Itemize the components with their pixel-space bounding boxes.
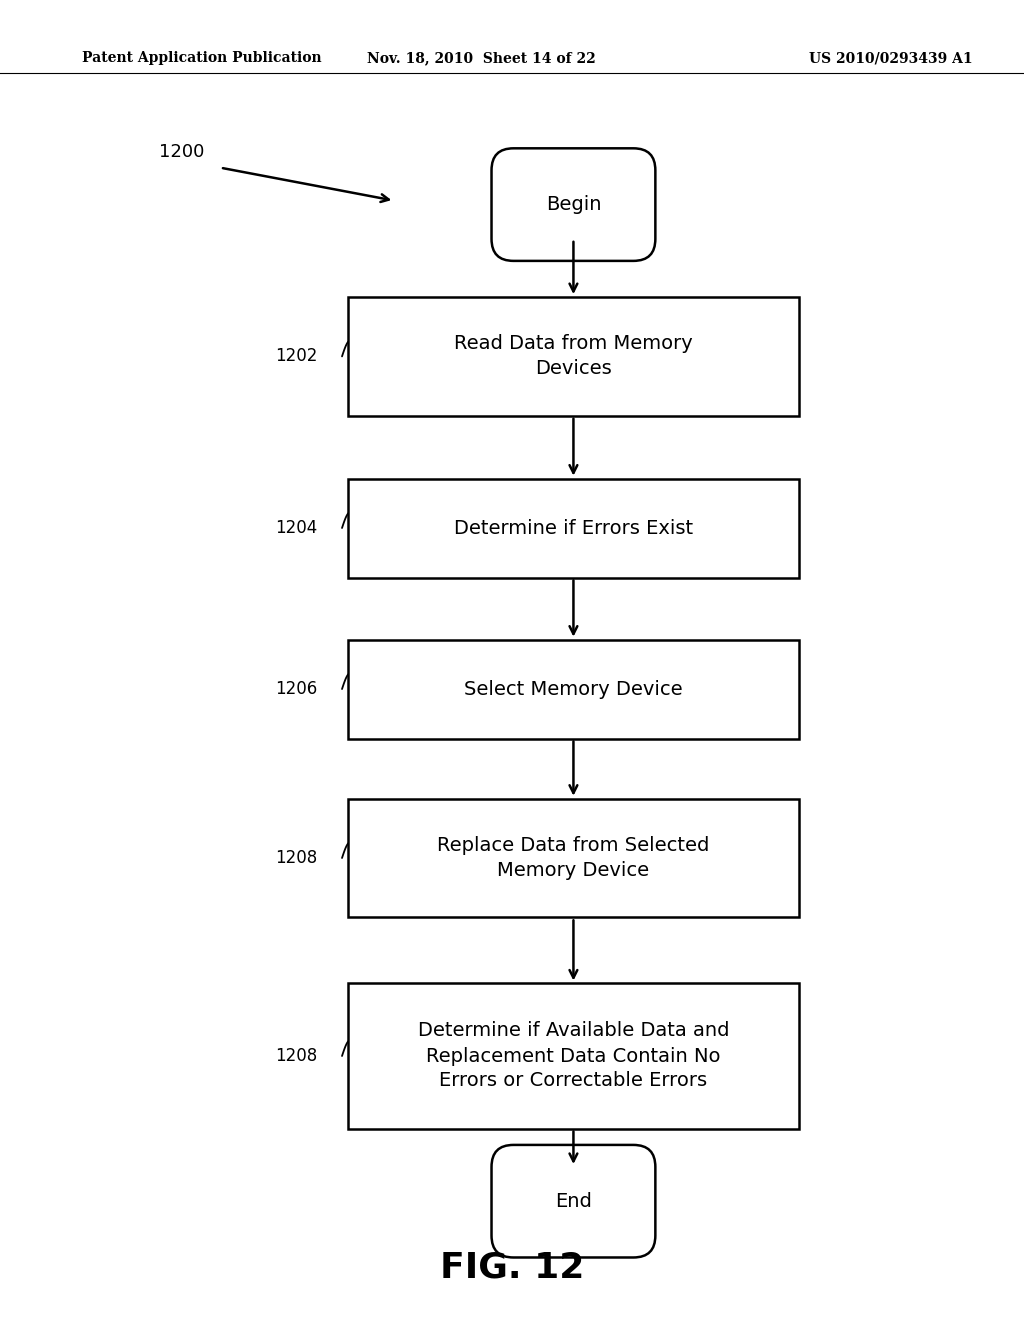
- FancyBboxPatch shape: [492, 1144, 655, 1258]
- Text: Begin: Begin: [546, 195, 601, 214]
- Text: End: End: [555, 1192, 592, 1210]
- Text: Select Memory Device: Select Memory Device: [464, 680, 683, 698]
- Text: 1208: 1208: [275, 1047, 317, 1065]
- Bar: [348, 640, 799, 739]
- Bar: [348, 479, 799, 578]
- Text: Read Data from Memory
Devices: Read Data from Memory Devices: [454, 334, 693, 379]
- Text: Determine if Available Data and
Replacement Data Contain No
Errors or Correctabl: Determine if Available Data and Replacem…: [418, 1022, 729, 1090]
- Bar: [348, 983, 799, 1129]
- FancyBboxPatch shape: [492, 148, 655, 261]
- Text: Nov. 18, 2010  Sheet 14 of 22: Nov. 18, 2010 Sheet 14 of 22: [367, 51, 596, 65]
- Text: 1206: 1206: [275, 680, 317, 698]
- Text: 1204: 1204: [275, 519, 317, 537]
- Text: Patent Application Publication: Patent Application Publication: [82, 51, 322, 65]
- Bar: [348, 297, 799, 416]
- Text: Replace Data from Selected
Memory Device: Replace Data from Selected Memory Device: [437, 836, 710, 880]
- Text: US 2010/0293439 A1: US 2010/0293439 A1: [809, 51, 973, 65]
- Bar: [348, 799, 799, 917]
- Text: 1200: 1200: [159, 143, 204, 161]
- Text: 1208: 1208: [275, 849, 317, 867]
- Text: Determine if Errors Exist: Determine if Errors Exist: [454, 519, 693, 537]
- Text: 1202: 1202: [275, 347, 317, 366]
- Text: FIG. 12: FIG. 12: [440, 1250, 584, 1284]
